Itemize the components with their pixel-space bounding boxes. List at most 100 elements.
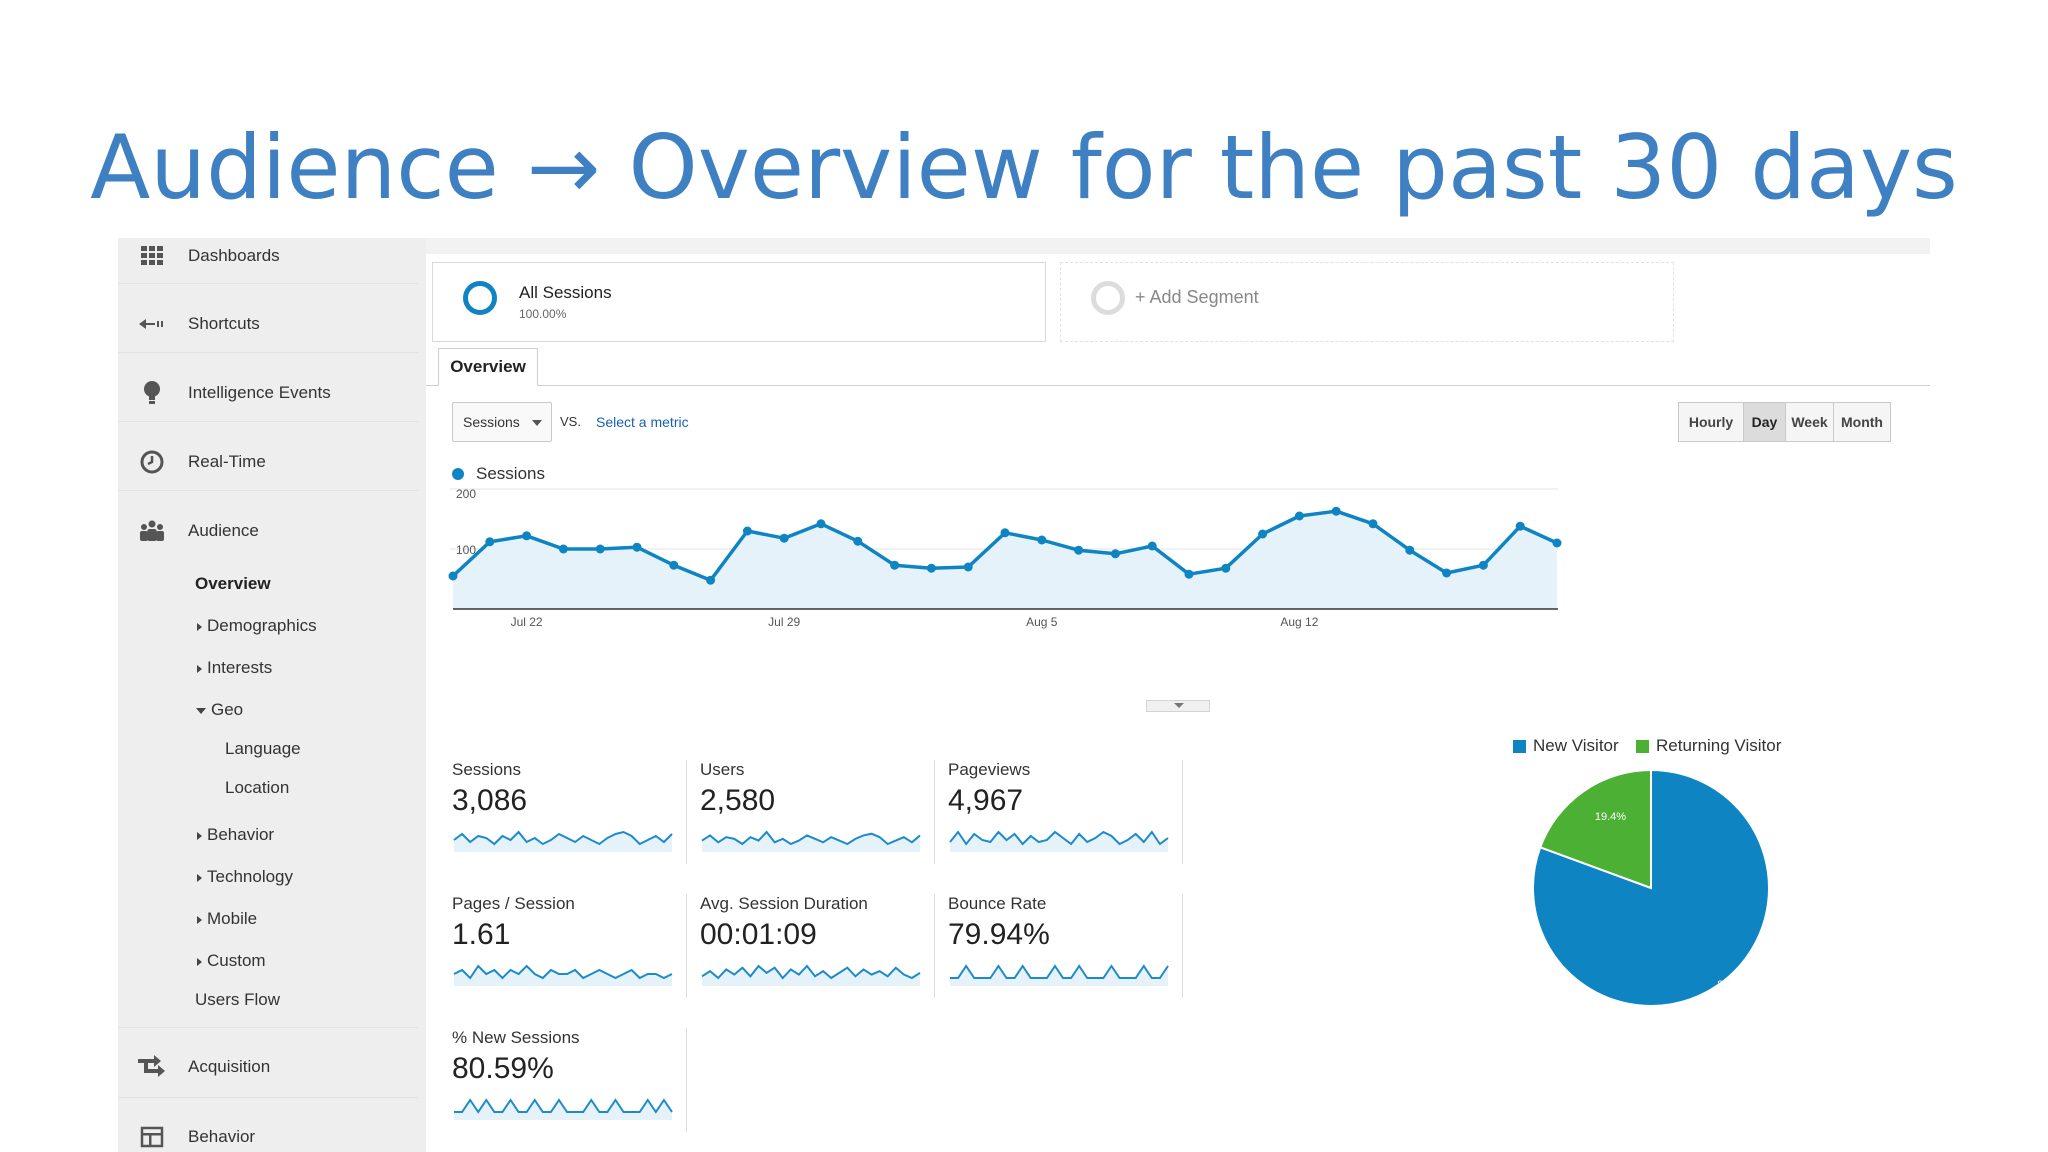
sessions-point (1405, 545, 1415, 555)
select-metric-link[interactable]: Select a metric (596, 414, 689, 430)
divider (934, 760, 935, 864)
sessions-point (485, 537, 495, 547)
segment-percent: 100.00% (519, 307, 567, 321)
legend-label: New Visitor (1533, 736, 1619, 755)
sidebar-sub-demographics[interactable]: Demographics (197, 616, 317, 636)
sidebar-item-label: Audience (188, 521, 259, 540)
sessions-legend-label: Sessions (476, 464, 545, 483)
stat-avg-session-duration[interactable]: Avg. Session Duration 00:01:09 (700, 894, 922, 996)
sessions-point (522, 531, 532, 541)
sessions-point (595, 544, 605, 554)
granularity-day-button[interactable]: Day (1743, 402, 1786, 442)
sessions-point (853, 536, 863, 546)
sidebar-sub-label: Behavior (207, 825, 275, 844)
sparkline-line (453, 964, 673, 980)
tab-overview[interactable]: Overview (438, 348, 538, 386)
sparkline-line (453, 830, 673, 846)
sidebar-sub-technology[interactable]: Technology (197, 867, 293, 887)
people-icon (138, 517, 166, 545)
metric-dropdown[interactable]: Sessions (452, 402, 552, 442)
sparkline-area (950, 966, 1168, 986)
sidebar-item-acquisition[interactable]: Acquisition (118, 1037, 426, 1097)
sidebar-item-label: Acquisition (188, 1057, 271, 1076)
stat-pages-per-session[interactable]: Pages / Session 1.61 (452, 894, 674, 996)
stat-bounce-rate[interactable]: Bounce Rate 79.94% (948, 894, 1170, 996)
stat-users[interactable]: Users 2,580 (700, 760, 922, 862)
metric-dropdown-value: Sessions (463, 414, 520, 430)
granularity-month-button[interactable]: Month (1833, 402, 1891, 442)
sparkline-area (454, 832, 672, 852)
sparkline (701, 830, 921, 852)
x-tick-label: Aug 5 (1026, 615, 1058, 629)
analytics-screenshot: Dashboards Shortcuts Intelligence Events… (118, 238, 1930, 1152)
sidebar-sub-interests[interactable]: Interests (197, 658, 272, 678)
x-tick-label: Aug 12 (1280, 615, 1318, 629)
sidebar-item-intelligence-events[interactable]: Intelligence Events (118, 363, 426, 423)
sidebar-item-behavior[interactable]: Behavior (118, 1107, 426, 1152)
y-tick-label: 200 (456, 487, 476, 501)
stat-value: 2,580 (700, 784, 776, 817)
visitor-pie-chart: 80.6% 19.4% (1532, 768, 1770, 1007)
caret-right-icon (197, 915, 202, 924)
segment-all-sessions[interactable]: All Sessions 100.00% (432, 262, 1046, 342)
sidebar-sub-label: Mobile (207, 909, 258, 928)
sidebar-item-label: Dashboards (188, 246, 280, 265)
granularity-week-button[interactable]: Week (1785, 402, 1834, 442)
sessions-point (706, 575, 716, 585)
sparkline-line (701, 830, 921, 846)
pie-slice (1538, 768, 1652, 890)
sidebar-item-shortcuts[interactable]: Shortcuts (118, 294, 426, 354)
sessions-point (1552, 538, 1562, 548)
sparkline-line (950, 964, 1169, 979)
sparkline (949, 830, 1169, 852)
sidebar-sub-geo[interactable]: Geo (196, 700, 243, 720)
sidebar-sub-custom[interactable]: Custom (197, 951, 266, 971)
stat-sessions[interactable]: Sessions 3,086 (452, 760, 674, 862)
sidebar-item-label: Shortcuts (188, 314, 260, 333)
sidebar-sub-label: Geo (211, 700, 244, 719)
sidebar-sub-mobile[interactable]: Mobile (197, 909, 257, 929)
sidebar-sub-label: Interests (207, 658, 273, 677)
add-segment-box[interactable]: + Add Segment (1060, 262, 1674, 342)
sparkline (950, 964, 1169, 986)
sidebar-item-dashboards[interactable]: Dashboards (118, 238, 426, 286)
x-tick-label: Jul 22 (511, 615, 543, 629)
divider (118, 1027, 418, 1028)
sidebar-sub-overview[interactable]: Overview (195, 574, 271, 593)
stat-label: Pageviews (948, 760, 1031, 779)
sparkline-area (454, 966, 672, 986)
divider (118, 283, 418, 284)
sessions-point (632, 542, 642, 552)
chevron-down-icon (1174, 703, 1184, 708)
sidebar-sub-users-flow[interactable]: Users Flow (195, 990, 281, 1009)
add-segment-button[interactable]: + Add Segment (1135, 287, 1259, 307)
sessions-point (1258, 529, 1268, 539)
sidebar-sub-behavior[interactable]: Behavior (197, 825, 274, 845)
stat-value: 1.61 (452, 918, 511, 951)
grid-icon (138, 242, 166, 270)
sessions-point (816, 519, 826, 529)
chart-resize-handle[interactable] (1146, 700, 1210, 712)
stat-value: 79.94% (948, 918, 1050, 951)
divider (1182, 760, 1183, 864)
sidebar-item-audience[interactable]: Audience (118, 501, 426, 561)
sidebar-sub-language[interactable]: Language (225, 739, 301, 758)
sessions-point (558, 544, 568, 554)
sparkline-area (454, 1100, 672, 1120)
slide-title: Audience → Overview for the past 30 days (90, 116, 1958, 219)
stat-new-sessions[interactable]: % New Sessions 80.59% (452, 1028, 674, 1130)
shortcut-arrow-icon (138, 310, 166, 338)
sidebar-item-label: Intelligence Events (188, 383, 331, 402)
sparkline (453, 830, 673, 852)
sidebar-sub-location[interactable]: Location (225, 778, 290, 797)
sidebar-item-real-time[interactable]: Real-Time (118, 432, 426, 492)
stat-label: Pages / Session (452, 894, 575, 913)
sessions-point (448, 571, 458, 581)
stat-pageviews[interactable]: Pageviews 4,967 (948, 760, 1170, 862)
layout-icon (138, 1123, 166, 1151)
granularity-hourly-button[interactable]: Hourly (1678, 402, 1744, 442)
legend-label: Returning Visitor (1656, 736, 1782, 755)
stat-value: 3,086 (452, 784, 528, 817)
sessions-area (453, 511, 1557, 609)
y-tick-label: 100 (456, 543, 476, 557)
